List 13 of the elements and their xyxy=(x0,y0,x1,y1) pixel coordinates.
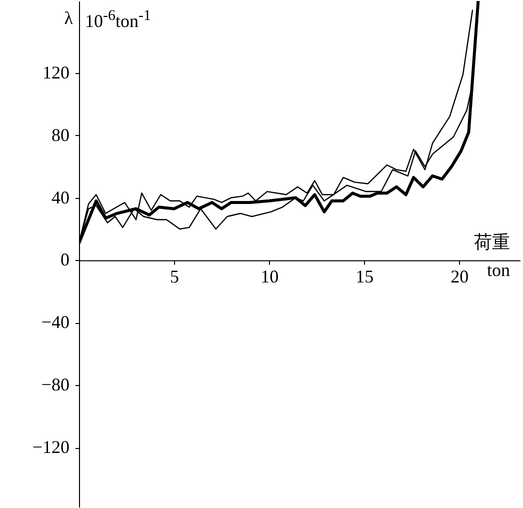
y-tick-label: 120 xyxy=(42,62,70,82)
y-tick-label: 80 xyxy=(52,124,70,145)
x-tick-label: 10 xyxy=(260,266,279,287)
y-tick-label: 40 xyxy=(52,187,70,208)
y-tick-label: 0 xyxy=(60,250,70,270)
x-axis-title: 荷重 ton xyxy=(474,232,510,280)
y-tick-label: −80 xyxy=(41,374,70,395)
x-tick-label: 20 xyxy=(450,266,469,287)
y-tick-label: −120 xyxy=(32,437,70,458)
y-tick-label: −40 xyxy=(41,312,70,332)
x-tick-label: 5 xyxy=(170,266,180,287)
x-tick-label: 15 xyxy=(356,266,374,287)
y-axis-title: λ 10$^{-6}$ton$^{-1}$ xyxy=(64,8,152,32)
